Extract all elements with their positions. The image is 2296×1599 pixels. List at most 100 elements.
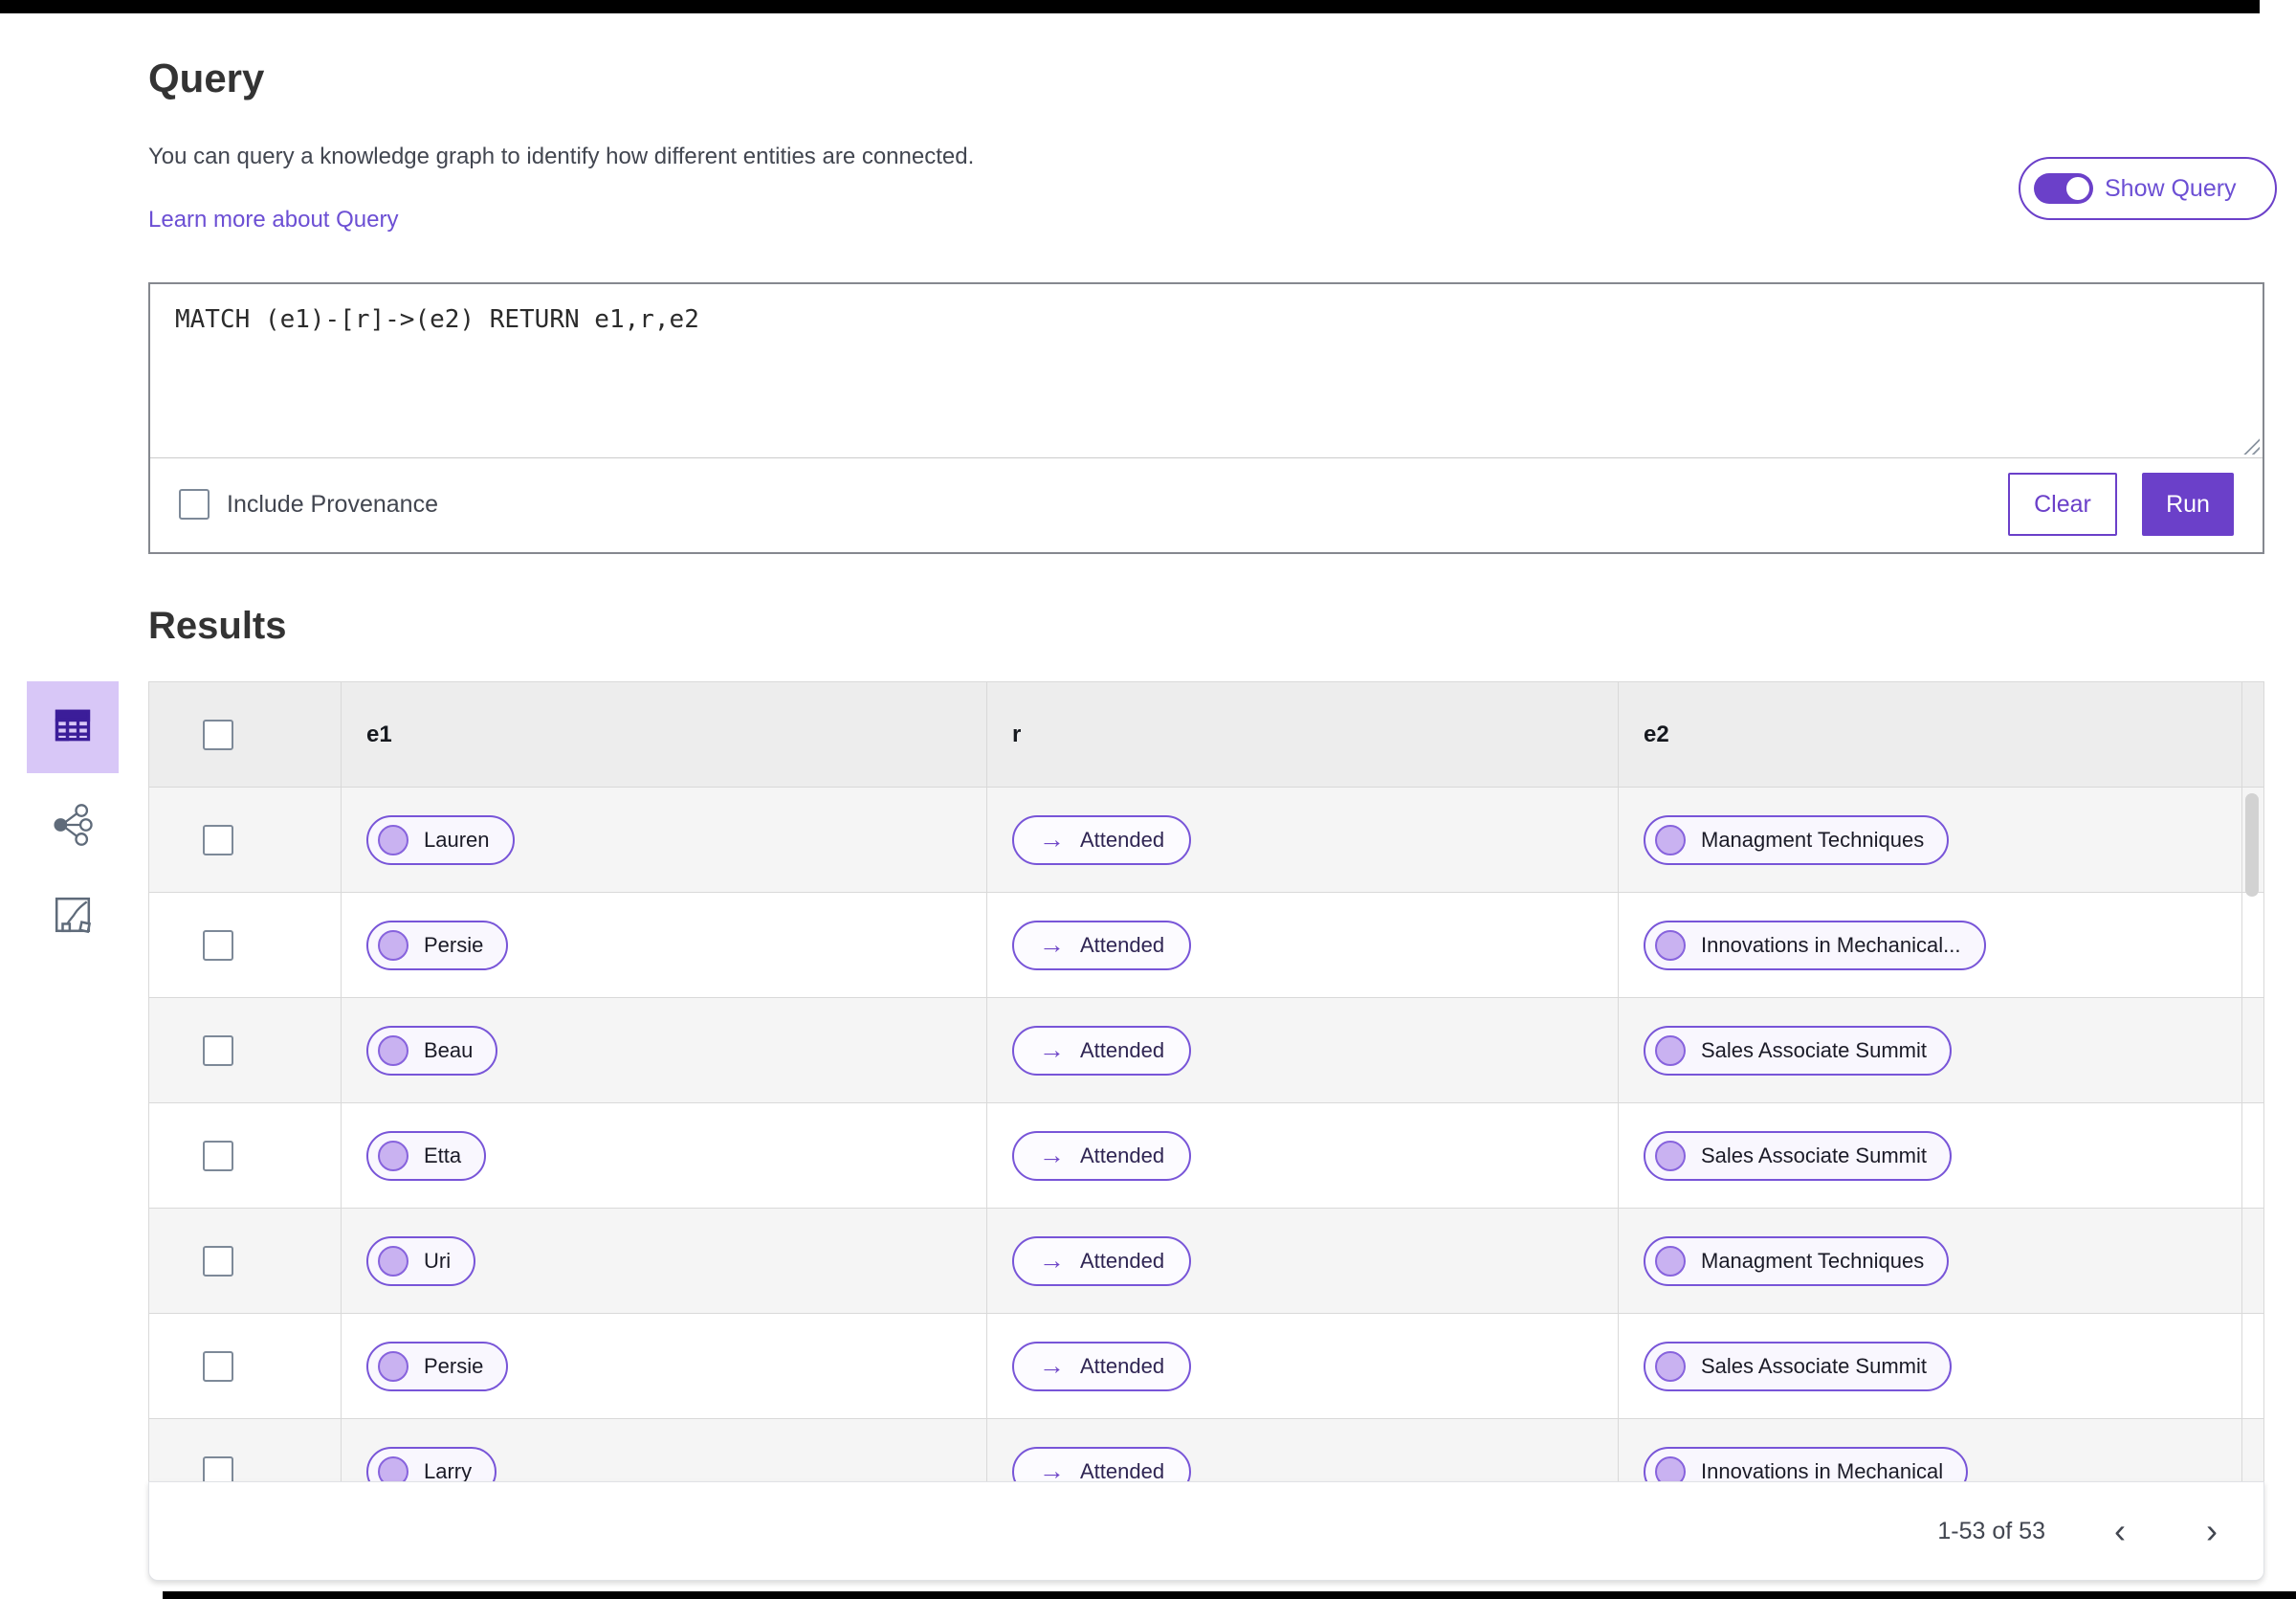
table-header-row: e1 r e2 bbox=[149, 682, 2263, 788]
table-row: Beau → Attended Sales Associate Summit bbox=[149, 998, 2263, 1103]
header-cell-e1[interactable]: e1 bbox=[341, 682, 986, 787]
entity-label: Etta bbox=[424, 1143, 462, 1167]
table-view-icon bbox=[52, 704, 94, 751]
row-cell-r: → Attended bbox=[986, 1209, 1618, 1313]
arrow-right-icon: → bbox=[1039, 1351, 1065, 1380]
entity-pill-e1[interactable]: Lauren bbox=[366, 814, 515, 865]
path-view-button[interactable] bbox=[27, 890, 119, 944]
relation-label: Attended bbox=[1080, 1037, 1165, 1062]
entity-node-icon bbox=[378, 1350, 408, 1382]
row-checkbox-cell bbox=[149, 1314, 341, 1418]
entity-label: Larry bbox=[424, 1458, 473, 1483]
entity-label: Sales Associate Summit bbox=[1701, 1353, 1927, 1378]
scrollbar-thumb[interactable] bbox=[2245, 793, 2259, 897]
include-provenance-checkbox[interactable] bbox=[179, 489, 210, 520]
table-view-button[interactable] bbox=[27, 681, 119, 773]
row-cell-e1: Beau bbox=[341, 998, 986, 1102]
arrow-right-icon: → bbox=[1039, 1246, 1065, 1275]
entity-pill-e2[interactable]: Sales Associate Summit bbox=[1644, 1025, 1952, 1076]
entity-label: Sales Associate Summit bbox=[1701, 1143, 1927, 1167]
entity-label: Persie bbox=[424, 1353, 484, 1378]
table-row: Uri → Attended Managment Techniques bbox=[149, 1209, 2263, 1314]
entity-label: Innovations in Mechanical bbox=[1701, 1458, 1944, 1483]
row-checkbox-cell bbox=[149, 788, 341, 892]
entity-label: Managment Techniques bbox=[1701, 1248, 1925, 1273]
relation-label: Attended bbox=[1080, 1248, 1165, 1273]
arrow-right-icon: → bbox=[1039, 1141, 1065, 1169]
row-cell-r: → Attended bbox=[986, 893, 1618, 997]
entity-pill-e1[interactable]: Uri bbox=[366, 1235, 476, 1286]
relation-label: Attended bbox=[1080, 1458, 1165, 1483]
entity-pill-e1[interactable]: Beau bbox=[366, 1025, 498, 1076]
results-table: e1 r e2 Lauren → Attended bbox=[148, 681, 2264, 1493]
header-cell-e2[interactable]: e2 bbox=[1618, 682, 2263, 787]
entity-node-icon bbox=[378, 1140, 408, 1171]
header-cell-r[interactable]: r bbox=[986, 682, 1618, 787]
relation-pill[interactable]: → Attended bbox=[1012, 1025, 1192, 1076]
row-checkbox[interactable] bbox=[203, 824, 233, 855]
next-page-button[interactable]: › bbox=[2206, 1511, 2218, 1550]
relation-pill[interactable]: → Attended bbox=[1012, 920, 1192, 970]
entity-pill-e1[interactable]: Etta bbox=[366, 1130, 487, 1181]
query-description: You can query a knowledge graph to ident… bbox=[148, 144, 975, 169]
entity-pill-e1[interactable]: Persie bbox=[366, 920, 509, 970]
row-checkbox[interactable] bbox=[203, 1140, 233, 1171]
select-all-checkbox[interactable] bbox=[203, 719, 233, 750]
entity-pill-e1[interactable]: Persie bbox=[366, 1341, 509, 1391]
table-row: Persie → Attended Innovations in Mechani… bbox=[149, 893, 2263, 998]
query-toolbar: Include Provenance Clear Run bbox=[150, 456, 2263, 552]
column-label-e2: e2 bbox=[1644, 721, 1669, 747]
entity-pill-e2[interactable]: Sales Associate Summit bbox=[1644, 1130, 1952, 1181]
include-provenance-label: Include Provenance bbox=[227, 490, 438, 518]
resize-grip-icon[interactable] bbox=[2241, 435, 2260, 455]
results-title: Results bbox=[148, 605, 287, 647]
window-bottom-border bbox=[163, 1591, 2296, 1599]
relation-pill[interactable]: → Attended bbox=[1012, 1235, 1192, 1286]
entity-node-icon bbox=[378, 1245, 408, 1277]
row-checkbox[interactable] bbox=[203, 1034, 233, 1066]
row-checkbox[interactable] bbox=[203, 929, 233, 961]
path-view-icon bbox=[53, 895, 93, 940]
entity-pill-e2[interactable]: Sales Associate Summit bbox=[1644, 1341, 1952, 1391]
run-button[interactable]: Run bbox=[2142, 473, 2234, 536]
show-query-label: Show Query bbox=[2105, 174, 2237, 202]
entity-node-icon bbox=[378, 1034, 408, 1066]
row-cell-e2: Sales Associate Summit bbox=[1618, 1103, 2263, 1208]
row-checkbox[interactable] bbox=[203, 1245, 233, 1277]
row-cell-e2: Innovations in Mechanical... bbox=[1618, 893, 2263, 997]
relation-pill[interactable]: → Attended bbox=[1012, 1130, 1192, 1181]
toggle-switch-icon[interactable] bbox=[2034, 173, 2093, 204]
row-cell-e2: Managment Techniques bbox=[1618, 788, 2263, 892]
entity-pill-e2[interactable]: Managment Techniques bbox=[1644, 1235, 1950, 1286]
show-query-toggle[interactable]: Show Query bbox=[2019, 157, 2277, 220]
column-label-r: r bbox=[1012, 721, 1022, 747]
entity-node-icon bbox=[1655, 1245, 1686, 1277]
table-row: Persie → Attended Sales Associate Summit bbox=[149, 1314, 2263, 1419]
table-scrollbar[interactable] bbox=[2241, 682, 2263, 1493]
learn-more-link[interactable]: Learn more about Query bbox=[148, 207, 399, 233]
arrow-right-icon: → bbox=[1039, 1456, 1065, 1485]
relation-pill[interactable]: → Attended bbox=[1012, 814, 1192, 865]
row-cell-e1: Uri bbox=[341, 1209, 986, 1313]
entity-node-icon bbox=[1655, 1034, 1686, 1066]
row-checkbox[interactable] bbox=[203, 1350, 233, 1382]
arrow-right-icon: → bbox=[1039, 825, 1065, 854]
row-cell-e2: Managment Techniques bbox=[1618, 1209, 2263, 1313]
query-textarea[interactable]: MATCH (e1)-[r]->(e2) RETURN e1,r,e2 bbox=[150, 284, 2263, 458]
graph-view-icon bbox=[51, 803, 95, 852]
entity-node-icon bbox=[1655, 1350, 1686, 1382]
entity-label: Uri bbox=[424, 1248, 452, 1273]
entity-pill-e2[interactable]: Innovations in Mechanical... bbox=[1644, 920, 1986, 970]
entity-pill-e2[interactable]: Managment Techniques bbox=[1644, 814, 1950, 865]
table-row: Etta → Attended Sales Associate Summit bbox=[149, 1103, 2263, 1209]
relation-label: Attended bbox=[1080, 827, 1165, 852]
table-body: Lauren → Attended Managment Techniques P… bbox=[149, 788, 2263, 1493]
graph-view-button[interactable] bbox=[27, 800, 119, 854]
previous-page-button[interactable]: ‹ bbox=[2114, 1511, 2126, 1550]
entity-node-icon bbox=[1655, 824, 1686, 855]
entity-label: Innovations in Mechanical... bbox=[1701, 932, 1961, 957]
query-editor-panel: MATCH (e1)-[r]->(e2) RETURN e1,r,e2 Incl… bbox=[148, 282, 2264, 554]
clear-button[interactable]: Clear bbox=[2008, 473, 2117, 536]
row-cell-r: → Attended bbox=[986, 1314, 1618, 1418]
relation-pill[interactable]: → Attended bbox=[1012, 1341, 1192, 1391]
